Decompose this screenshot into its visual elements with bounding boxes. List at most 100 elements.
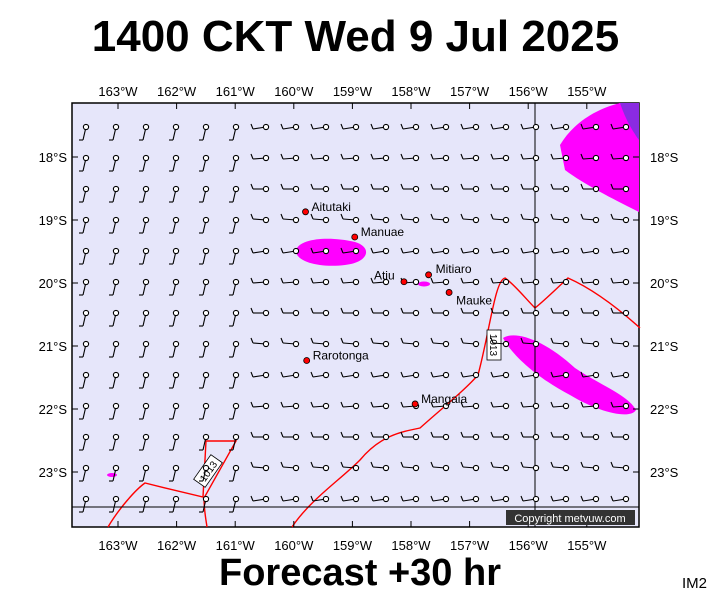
wind-barb [310, 123, 330, 131]
wind-barb [79, 371, 90, 389]
lon-label: 163°W [98, 84, 138, 99]
wind-barb [490, 123, 510, 131]
wind-barb [550, 431, 570, 441]
wind-barb [340, 371, 360, 379]
wind-barb [139, 185, 150, 203]
lat-label: 23°S [39, 465, 68, 480]
wind-barb [520, 247, 540, 255]
wind-barb [370, 371, 390, 379]
wind-barb [109, 123, 120, 141]
wind-barb [139, 247, 150, 265]
place-mangaia: Mangaia [411, 392, 467, 408]
wind-barb [280, 371, 300, 379]
wind-barb [139, 154, 150, 172]
lon-axis-bottom: 163°W 162°W 161°W 160°W 159°W 158°W 157°W 156°W… [98, 521, 607, 553]
wind-barb [79, 216, 90, 234]
place-marker [411, 400, 419, 408]
lat-label: 22°S [39, 402, 68, 417]
wind-barb [229, 433, 240, 451]
wind-barb [340, 401, 360, 410]
copyright-box [506, 510, 635, 525]
wind-barb [490, 307, 510, 317]
wind-barb [520, 213, 540, 224]
place-label: Mauke [456, 293, 492, 307]
wind-barb [580, 371, 600, 379]
place-mauke: Mauke [445, 289, 492, 307]
rain-area-manuae [295, 238, 367, 266]
wind-barb [199, 402, 210, 420]
wind-barb [520, 371, 540, 379]
wind-barb [370, 123, 390, 131]
wind-barb [280, 461, 300, 472]
wind-barb [340, 495, 360, 503]
wind-barb [250, 183, 270, 193]
wind-barb [610, 401, 630, 410]
map-code: IM2 [681, 575, 707, 592]
wind-barb [79, 495, 90, 513]
wind-barb [580, 153, 600, 162]
wind-barb [280, 123, 300, 131]
place-label: Aitutaki [312, 200, 351, 214]
rain-area-atiu [418, 281, 430, 287]
lon-label: 155°W [567, 84, 607, 99]
wind-barb [109, 278, 120, 296]
wind-barb [310, 277, 330, 286]
wind-barb [460, 307, 480, 317]
wind-barb [280, 247, 300, 255]
wind-barb [370, 495, 390, 503]
wind-barb [199, 278, 210, 296]
wind-barb [250, 123, 270, 131]
isobar-1013-west [107, 440, 238, 528]
wind-barb [79, 402, 90, 420]
wind-barb [490, 213, 510, 224]
wind-barb [340, 307, 360, 317]
wind-barb [199, 123, 210, 141]
wind-barb [250, 371, 270, 379]
wind-barb [139, 340, 150, 358]
place-marker [445, 289, 453, 296]
wind-barb [370, 153, 390, 162]
wind-barb [109, 495, 120, 513]
wind-barb [169, 433, 180, 451]
wind-barb [430, 277, 450, 286]
wind-barb [460, 337, 480, 348]
wind-barb [520, 461, 540, 472]
wind-barb [229, 123, 240, 141]
wind-barb [490, 431, 510, 441]
wind-barb [310, 153, 330, 162]
lon-axis-top: 163°W 162°W 161°W 160°W 159°W 158°W 157°W 156°W… [98, 84, 607, 109]
lat-label: 20°S [39, 276, 68, 291]
wind-barb [310, 183, 330, 193]
wind-barb-group [79, 123, 630, 513]
wind-barb [460, 153, 480, 162]
wind-barb [610, 337, 630, 348]
place-marker [303, 357, 311, 364]
place-aitutaki: Aitutaki [302, 200, 351, 216]
wind-barb [250, 277, 270, 286]
wind-barb [280, 401, 300, 410]
wind-barb [250, 495, 270, 503]
wind-barb [229, 247, 240, 265]
wind-barb [610, 371, 630, 379]
lon-label: 157°W [450, 538, 490, 553]
wind-barb [310, 213, 330, 224]
wind-barb [280, 153, 300, 162]
wind-barb [430, 153, 450, 162]
wind-barb [430, 247, 450, 255]
wind-barb [610, 123, 630, 131]
wind-barb [580, 277, 600, 286]
wind-barb [490, 277, 510, 286]
wind-barb [310, 461, 330, 472]
wind-barb [169, 464, 180, 482]
place-marker [425, 271, 432, 279]
lat-label: 20°S [650, 276, 679, 291]
wind-barb [139, 495, 150, 513]
wind-barb [109, 309, 120, 327]
wind-barb [550, 495, 570, 503]
wind-barb [430, 183, 450, 193]
wind-barb [169, 495, 180, 513]
place-marker [302, 208, 309, 216]
wind-barb [280, 431, 300, 441]
lat-label: 22°S [650, 402, 679, 417]
wind-barb [280, 183, 300, 193]
